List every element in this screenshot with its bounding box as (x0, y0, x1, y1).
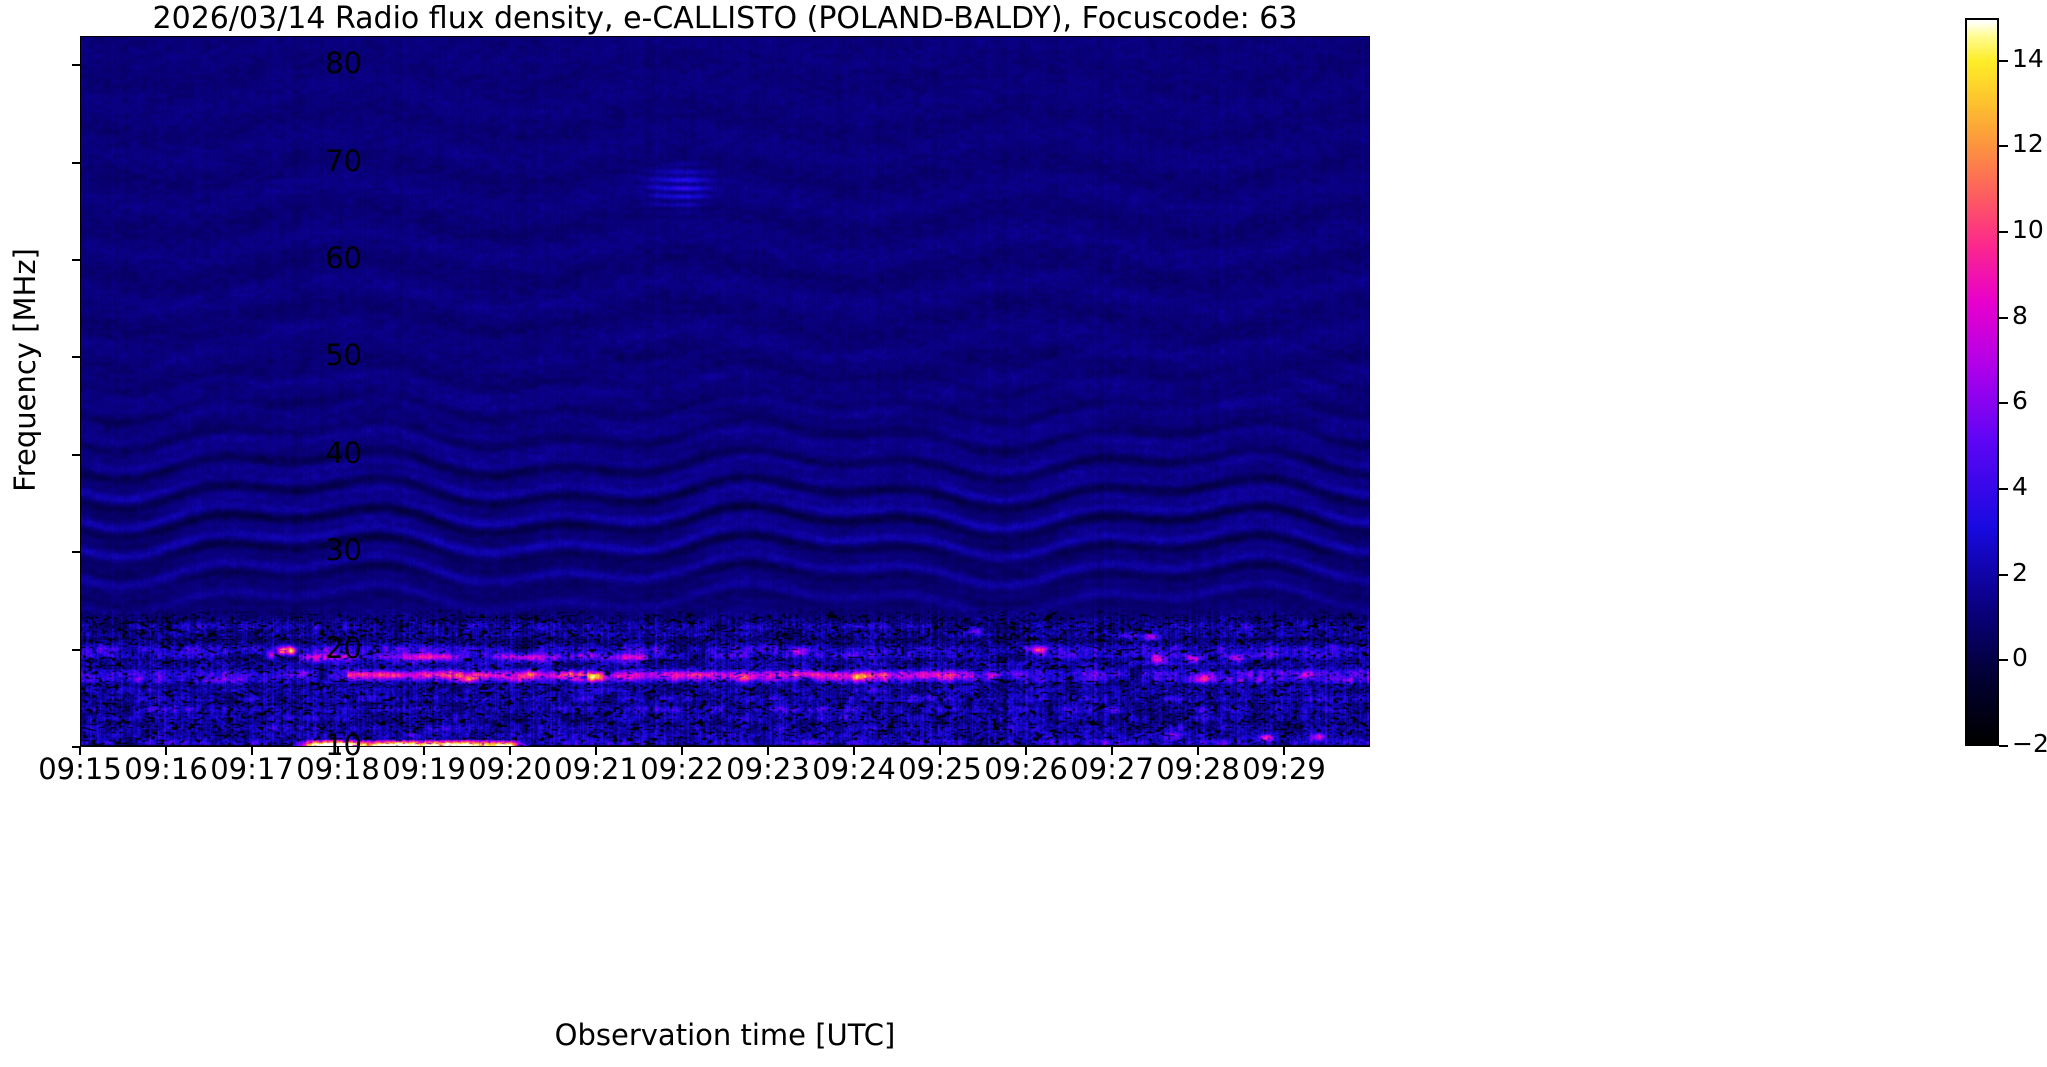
x-axis-label: Observation time [UTC] (554, 1018, 896, 1052)
x-tick-label: 09:18 (296, 752, 380, 786)
colorbar-tick-mark (1999, 316, 2008, 319)
y-tick-label: 60 (325, 241, 362, 275)
dynamic-spectrum-image (80, 36, 1370, 747)
colorbar-tick-mark (1999, 488, 2008, 491)
y-tick-mark (72, 746, 80, 748)
colorbar (1965, 18, 1999, 746)
colorbar-tick-mark (1999, 745, 2008, 747)
y-axis-label: Frequency [MHz] (8, 248, 42, 492)
x-tick-label: 09:28 (1156, 752, 1240, 786)
x-tick-label: 09:29 (1242, 752, 1326, 786)
x-tick-mark (1111, 747, 1113, 755)
colorbar-tick-mark (1999, 145, 2008, 148)
spectrogram-plot (80, 36, 1370, 747)
x-tick-label: 09:22 (640, 752, 724, 786)
y-tick-label: 30 (325, 533, 362, 568)
colorbar-tick-label: 0 (2012, 643, 2028, 673)
colorbar-tick-mark (1999, 659, 2008, 662)
x-tick-mark (681, 747, 683, 755)
x-tick-label: 09:17 (210, 752, 294, 786)
x-tick-mark (337, 747, 339, 755)
colorbar-tick-label: 8 (2012, 300, 2028, 330)
colorbar-tick-mark (1999, 402, 2008, 405)
x-tick-mark (853, 747, 855, 755)
x-tick-label: 09:21 (554, 752, 638, 786)
x-tick-label: 09:27 (1070, 752, 1154, 786)
y-tick-label: 40 (325, 435, 362, 470)
x-tick-mark (1283, 747, 1285, 755)
x-tick-mark (251, 747, 253, 755)
y-tick-mark (72, 64, 80, 67)
x-tick-label: 09:16 (124, 752, 208, 786)
x-tick-mark (939, 747, 941, 755)
colorbar-tick-label: 2 (2012, 557, 2028, 587)
x-tick-label: 09:26 (984, 752, 1068, 786)
y-tick-label: 10 (325, 728, 362, 762)
y-tick-label: 20 (325, 630, 362, 665)
x-tick-mark (1025, 747, 1027, 755)
y-tick-mark (72, 356, 80, 359)
x-tick-mark (1197, 747, 1199, 755)
colorbar-tick-mark (1999, 231, 2008, 234)
colorbar-tick-label: 10 (2012, 215, 2044, 245)
x-tick-mark (423, 747, 425, 755)
y-tick-mark (72, 648, 80, 651)
y-tick-mark (72, 551, 80, 554)
colorbar-gradient (1967, 20, 1997, 744)
x-tick-mark (595, 747, 597, 755)
colorbar-tick-mark (1999, 573, 2008, 576)
x-tick-label: 09:23 (726, 752, 810, 786)
colorbar-tick-label: 4 (2012, 472, 2028, 502)
x-tick-mark (165, 747, 167, 755)
x-tick-label: 09:24 (812, 752, 896, 786)
x-tick-mark (509, 747, 511, 755)
y-tick-label: 80 (325, 46, 362, 81)
x-tick-mark (767, 747, 769, 755)
x-tick-label: 09:25 (898, 752, 982, 786)
x-tick-label: 09:20 (468, 752, 552, 786)
colorbar-tick-label: 12 (2012, 129, 2044, 159)
x-tick-mark (79, 747, 81, 755)
y-tick-mark (72, 453, 80, 456)
x-tick-label: 09:15 (38, 752, 122, 786)
colorbar-tick-label: 14 (2012, 43, 2044, 73)
colorbar-tick-label: −2 (2012, 729, 2047, 758)
y-tick-label: 50 (325, 338, 362, 373)
colorbar-tick-label: 6 (2012, 386, 2028, 416)
colorbar-tick-mark (1999, 59, 2008, 62)
x-tick-label: 09:19 (382, 752, 466, 786)
y-tick-mark (72, 161, 80, 164)
y-tick-label: 70 (325, 143, 362, 178)
figure-title: 2026/03/14 Radio flux density, e-CALLIST… (152, 1, 1298, 36)
y-tick-mark (72, 259, 80, 261)
